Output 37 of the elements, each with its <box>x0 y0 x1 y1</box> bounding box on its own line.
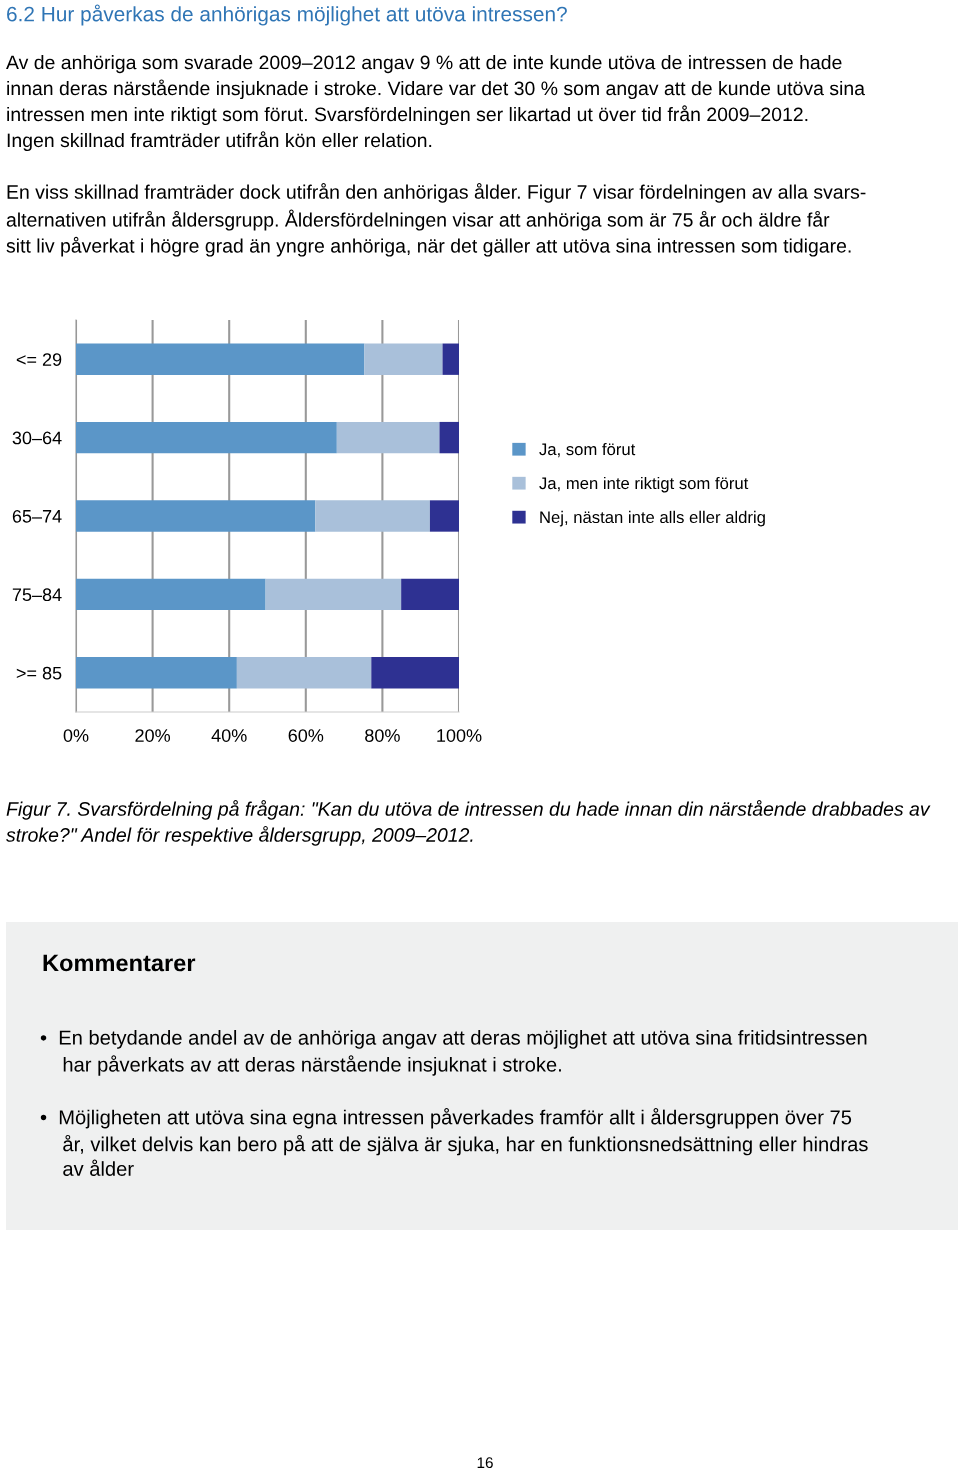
bar <box>439 421 459 454</box>
bar <box>336 421 440 454</box>
legend-label: Nej, nästan inte alls eller aldrig <box>540 510 765 527</box>
bar <box>76 421 337 454</box>
x-tick-label: 80% <box>365 729 400 742</box>
text: • Möjligheten att utöva sina egna intressen påverkades framför allt i åldersgruppen över 75 år, vilket delvis kan bero på att de själva är sjuka, har en funktionsnedsättning eller hindras av ålder <box>40 1108 868 1176</box>
x-tick-label: 40% <box>211 729 247 742</box>
bar <box>364 343 443 375</box>
bar <box>265 578 402 611</box>
bar <box>236 657 372 689</box>
bar <box>76 500 316 532</box>
text: Figur 7. Svarsfördelning på frågan: "Kan du utöva de intressen du hade innan din närstående drabbades av stroke?" Andel för respektive åldersgrupp, 2009–2012. <box>6 800 931 846</box>
legend-label: Ja, som förut <box>539 442 636 458</box>
y-tick-label: >= 85 <box>16 666 62 680</box>
x-tick-label: 20% <box>135 729 171 742</box>
y-tick-label: 30–64 <box>12 431 62 445</box>
bar <box>76 578 266 611</box>
text: En viss skillnad framträder dock utifrån den anhörigas ålder. Figur 7 visar fördelningen av alla svars- alternativen utifrån åldersgrupp. Åldersfördelningen visar att anhöriga som är 75 år och äldre får sitt liv påverkat i högre grad än yngre anhöriga, när det gäller att utöva sina intressen som tidigare. <box>6 183 866 257</box>
text: Kommentarer <box>43 954 196 972</box>
text: Av de anhöriga som svarade 2009–2012 angav 9 % att de inte kunde utöva de intressen de hade innan deras närstående insjuknade i stroke. Vidare var det 30 % som angav att de kunde utöva sina intressen men inte riktigt som förut. Svarsfördelningen ser likartad ut över tid från 2009–2012. Ingen skillnad framträder utifrån kön eller relation. <box>6 55 865 152</box>
bar <box>76 657 237 689</box>
bar <box>442 343 459 375</box>
x-tick-label: 0% <box>63 729 89 742</box>
y-tick-label: 75–84 <box>12 588 62 602</box>
text: 16 <box>477 1457 493 1469</box>
text: • En betydande andel av de anhöriga angav att deras möjlighet att utöva sina fritidsintressen har påverkats av att deras närstående insjuknat i stroke. <box>40 1030 867 1076</box>
legend-label: Ja, men inte riktigt som förut <box>539 476 749 493</box>
bar <box>401 578 459 611</box>
bar <box>315 500 430 532</box>
y-tick-label: 65–74 <box>12 509 62 523</box>
bar <box>371 657 459 689</box>
x-tick-label: 60% <box>288 729 324 742</box>
x-tick-label: 100% <box>437 729 482 742</box>
bar <box>76 343 365 375</box>
bar <box>429 500 459 532</box>
chart-title: 6.2 Hur påverkas de anhörigas möjlighet att utöva intressen? <box>7 4 567 26</box>
y-tick-label: <= 29 <box>16 353 62 366</box>
